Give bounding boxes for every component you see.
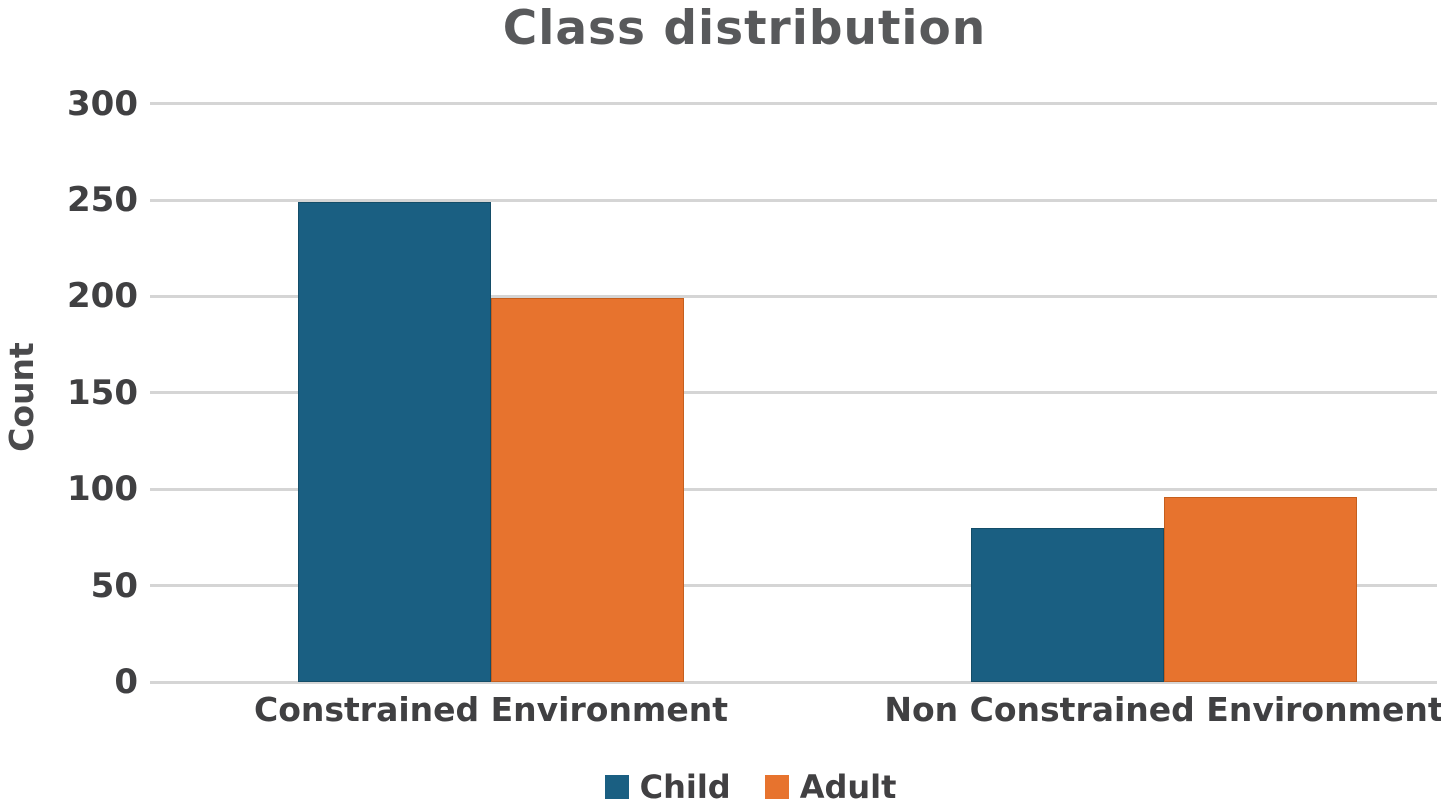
bar-child-constrained-environment bbox=[298, 201, 491, 682]
gridline-200 bbox=[150, 294, 1437, 298]
y-tick-label-300: 300 bbox=[67, 83, 138, 124]
bar-adult-constrained-environment bbox=[491, 298, 684, 682]
bar-child-non-constrained-environment bbox=[971, 527, 1164, 682]
gridline-50 bbox=[150, 584, 1437, 588]
gridline-300 bbox=[150, 102, 1437, 106]
gridline-150 bbox=[150, 391, 1437, 395]
y-tick-label-0: 0 bbox=[114, 662, 138, 702]
legend-label-adult: Adult bbox=[799, 768, 897, 806]
x-category-label-constrained-environment: Constrained Environment bbox=[254, 690, 728, 729]
chart-title: Class distribution bbox=[502, 1, 987, 56]
y-tick-label-200: 200 bbox=[67, 276, 138, 317]
gridline-0 bbox=[150, 680, 1437, 684]
y-tick-label-50: 50 bbox=[90, 565, 138, 606]
y-tick-label-100: 100 bbox=[67, 469, 138, 510]
legend-item-child: Child bbox=[604, 768, 731, 806]
y-tick-label-150: 150 bbox=[67, 372, 138, 413]
x-category-label-non-constrained-environment: Non Constrained Environment bbox=[884, 690, 1441, 729]
gridline-100 bbox=[150, 487, 1437, 491]
legend: Child Adult bbox=[30, 769, 1441, 805]
legend-swatch-adult bbox=[764, 775, 789, 799]
legend-label-child: Child bbox=[639, 768, 731, 806]
legend-item-adult: Adult bbox=[764, 768, 897, 806]
bar-adult-non-constrained-environment bbox=[1164, 496, 1357, 682]
legend-swatch-child bbox=[604, 775, 629, 799]
gridline-250 bbox=[150, 198, 1437, 202]
y-tick-label-250: 250 bbox=[67, 180, 138, 220]
